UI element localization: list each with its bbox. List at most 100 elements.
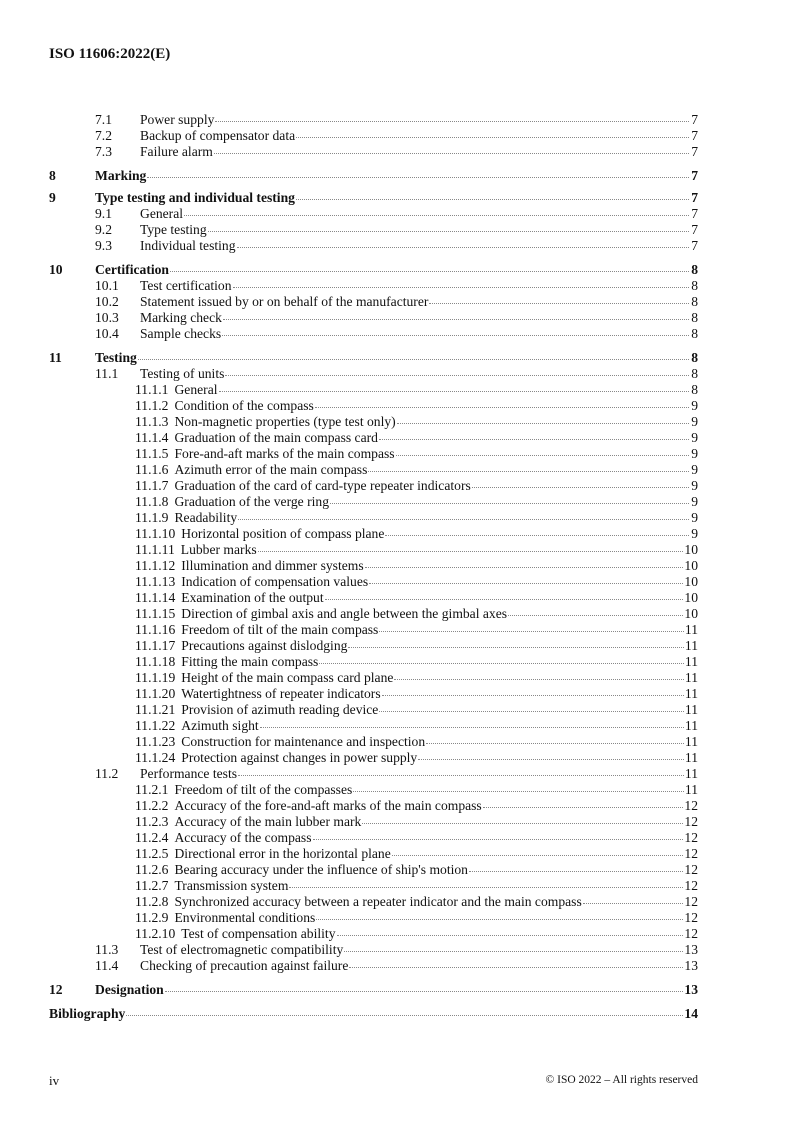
toc-entry[interactable]: 11.2.5 Directional error in the horizonta… <box>49 846 698 862</box>
toc-entry-page: 10 <box>684 606 698 621</box>
toc-entry[interactable]: 12 Designation 13 <box>49 982 698 998</box>
toc-entry-number: 11.2.4 <box>135 830 169 845</box>
dot-leader <box>232 286 689 288</box>
toc-entry[interactable]: 11.1.6 Azimuth error of the main compass 9 <box>49 462 698 478</box>
toc-entry[interactable]: 11.2 Performance tests 11 <box>49 766 698 782</box>
toc-entry[interactable]: 11.4 Checking of precaution against failu… <box>49 958 698 974</box>
toc-entry-number: 11.1 <box>95 366 119 381</box>
dot-leader <box>369 582 684 584</box>
toc-entry[interactable]: 11.1.12 Illumination and dimmer systems 10 <box>49 558 698 574</box>
toc-entry[interactable]: 11.1.23 Construction for maintenance and … <box>49 734 698 750</box>
copyright-notice: © ISO 2022 – All rights reserved <box>545 1074 698 1086</box>
toc-entry[interactable]: 11.1.24 Protection against changes in pow… <box>49 750 698 766</box>
toc-entry[interactable]: 11.2.8 Synchronized accuracy between a re… <box>49 894 698 910</box>
toc-entry[interactable]: 7.3 Failure alarm 7 <box>49 144 698 160</box>
toc-entry-title: Checking of precaution against failure <box>140 958 349 973</box>
toc-entry[interactable]: 11.1.10 Horizontal position of compass pl… <box>49 526 698 542</box>
toc-entry[interactable]: Bibliography 14 <box>49 1006 698 1022</box>
toc-entry[interactable]: 11.2.6 Bearing accuracy under the influen… <box>49 862 698 878</box>
toc-entry-page: 9 <box>691 494 698 509</box>
toc-entry-page: 7 <box>691 168 698 183</box>
toc-entry[interactable]: 11 Testing 8 <box>49 350 698 366</box>
toc-entry[interactable]: 11.1.19 Height of the main compass card p… <box>49 670 698 686</box>
toc-entry[interactable]: 7.2 Backup of compensator data 7 <box>49 128 698 144</box>
toc-entry[interactable]: 11.1.9 Readability 9 <box>49 510 698 526</box>
toc-entry-page: 12 <box>684 798 698 813</box>
toc-entry[interactable]: 11.1.20 Watertightness of repeater indica… <box>49 686 698 702</box>
toc-entry-page: 12 <box>684 814 698 829</box>
toc-entry-page: 7 <box>691 144 698 159</box>
toc-entry-number: 11.1.21 <box>135 702 176 717</box>
toc-entry[interactable]: 9 Type testing and individual testing 7 <box>49 190 698 206</box>
toc-entry-page: 9 <box>691 462 698 477</box>
dot-leader <box>215 120 689 122</box>
toc-entry-page: 12 <box>684 862 698 877</box>
toc-entry[interactable]: 11.2.2 Accuracy of the fore-and-aft marks… <box>49 798 698 814</box>
toc-entry[interactable]: 11.1.16 Freedom of tilt of the main compa… <box>49 622 698 638</box>
page-number: iv <box>49 1073 60 1088</box>
toc-entry[interactable]: 9.2 Type testing 7 <box>49 222 698 238</box>
document-id-header: ISO 11606:2022(E) <box>49 46 171 62</box>
toc-entry[interactable]: 11.1.14 Examination of the output 10 <box>49 590 698 606</box>
toc-entry[interactable]: 11.1.17 Precautions against dislodging 11 <box>49 638 698 654</box>
toc-entry[interactable]: 10.1 Test certification 8 <box>49 278 698 294</box>
toc-entry-number: 8 <box>49 168 56 183</box>
toc-entry[interactable]: 11.1.13 Indication of compensation values… <box>49 574 698 590</box>
dot-leader <box>169 270 689 272</box>
dot-leader <box>344 950 684 952</box>
dot-leader <box>164 990 684 992</box>
toc-entry-page: 9 <box>691 526 698 541</box>
toc-entry[interactable]: 11.3 Test of electromagnetic compatibilit… <box>49 942 698 958</box>
toc-entry[interactable]: 11.1.21 Provision of azimuth reading devi… <box>49 702 698 718</box>
dot-leader <box>468 870 684 872</box>
toc-entry[interactable]: 11.1.3 Non-magnetic properties (type test… <box>49 414 698 430</box>
toc-entry[interactable]: 11.1.5 Fore-and-aft marks of the main com… <box>49 446 698 462</box>
toc-entry[interactable]: 11.1.22 Azimuth sight 11 <box>49 718 698 734</box>
toc-entry-number: 11.1.6 <box>135 462 169 477</box>
toc-entry[interactable]: 10.3 Marking check 8 <box>49 310 698 326</box>
toc-entry-title: Sample checks <box>140 326 222 341</box>
toc-entry-number: 11.2 <box>95 766 119 781</box>
toc-entry[interactable]: 11.1.4 Graduation of the main compass car… <box>49 430 698 446</box>
toc-entry-title: Azimuth sight <box>181 718 259 733</box>
toc-entry-page: 9 <box>691 430 698 445</box>
toc-entry-page: 13 <box>684 958 698 973</box>
toc-entry-title: General <box>174 382 218 397</box>
toc-entry[interactable]: 11.2.9 Environmental conditions 12 <box>49 910 698 926</box>
toc-entry-page: 11 <box>684 686 698 701</box>
toc-entry[interactable]: 10.4 Sample checks 8 <box>49 326 698 342</box>
toc-entry-number: 11.2.2 <box>135 798 169 813</box>
toc-entry-title: Graduation of the card of card-type repe… <box>174 478 471 493</box>
dot-leader <box>222 318 689 320</box>
toc-entry-number: 11.2.9 <box>135 910 169 925</box>
toc-entry-number: 7.2 <box>95 128 112 143</box>
dot-leader <box>330 502 689 504</box>
toc-entry[interactable]: 7.1 Power supply 7 <box>49 112 698 128</box>
dot-leader <box>336 934 684 936</box>
toc-entry[interactable]: 9.3 Individual testing 7 <box>49 238 698 254</box>
toc-entry-number: 11.1.10 <box>135 526 176 541</box>
toc-entry[interactable]: 11.2.10 Test of compensation ability 12 <box>49 926 698 942</box>
toc-entry[interactable]: 11.2.7 Transmission system 12 <box>49 878 698 894</box>
toc-entry[interactable]: 10.2 Statement issued by or on behalf of … <box>49 294 698 310</box>
toc-entry[interactable]: 11.2.1 Freedom of tilt of the compasses 11 <box>49 782 698 798</box>
toc-entry-page: 9 <box>691 446 698 461</box>
toc-entry[interactable]: 11.1.18 Fitting the main compass 11 <box>49 654 698 670</box>
toc-entry-page: 13 <box>684 982 698 997</box>
toc-entry[interactable]: 11.1 Testing of units 8 <box>49 366 698 382</box>
toc-entry[interactable]: 11.1.1 General 8 <box>49 382 698 398</box>
toc-entry[interactable]: 11.1.11 Lubber marks 10 <box>49 542 698 558</box>
toc-entry[interactable]: 11.2.4 Accuracy of the compass 12 <box>49 830 698 846</box>
toc-entry[interactable]: 11.1.2 Condition of the compass 9 <box>49 398 698 414</box>
toc-entry[interactable]: 11.1.7 Graduation of the card of card-typ… <box>49 478 698 494</box>
toc-entry[interactable]: 9.1 General 7 <box>49 206 698 222</box>
dot-leader <box>582 902 684 904</box>
toc-entry-title: Marking check <box>140 310 222 325</box>
toc-entry[interactable]: 10 Certification 8 <box>49 262 698 278</box>
toc-entry[interactable]: 8 Marking 7 <box>49 168 698 184</box>
toc-entry[interactable]: 11.2.3 Accuracy of the main lubber mark 12 <box>49 814 698 830</box>
toc-entry[interactable]: 11.1.15 Direction of gimbal axis and angl… <box>49 606 698 622</box>
toc-entry[interactable]: 11.1.8 Graduation of the verge ring 9 <box>49 494 698 510</box>
toc-entry-title: Statement issued by or on behalf of the … <box>140 294 429 309</box>
dot-leader <box>236 246 689 248</box>
